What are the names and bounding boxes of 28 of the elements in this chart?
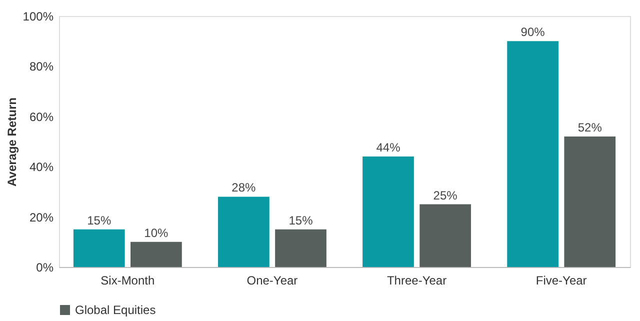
x-tick-label: Six-Month <box>100 274 155 288</box>
bar <box>564 136 616 267</box>
y-tick-label: 80% <box>29 60 54 74</box>
bar <box>130 242 182 267</box>
y-tick-label: 60% <box>29 110 54 124</box>
y-tick-label: 0% <box>36 260 54 274</box>
bar <box>420 204 471 267</box>
data-label: 44% <box>376 140 401 155</box>
bar <box>73 229 125 267</box>
data-label: 52% <box>578 120 602 134</box>
data-label: 28% <box>232 180 256 195</box>
bar <box>362 156 414 267</box>
data-label: 90% <box>520 25 546 40</box>
data-label: 10% <box>144 226 169 240</box>
legend-label: Global Equities <box>75 303 156 317</box>
bar <box>218 196 270 267</box>
y-tick-label: 20% <box>29 210 54 224</box>
data-label: 15% <box>87 213 112 228</box>
y-tick-label: 100% <box>22 10 54 24</box>
x-tick-label: Three-Year <box>386 274 447 288</box>
data-label: 25% <box>433 188 458 202</box>
bar <box>507 41 558 267</box>
data-label: 15% <box>288 213 314 228</box>
y-tick-label: 40% <box>29 160 54 174</box>
bar <box>275 229 326 267</box>
x-tick-label: Five-Year <box>536 274 587 288</box>
y-axis-title: Average Return <box>4 98 19 186</box>
x-tick-label: One-Year <box>246 274 298 288</box>
